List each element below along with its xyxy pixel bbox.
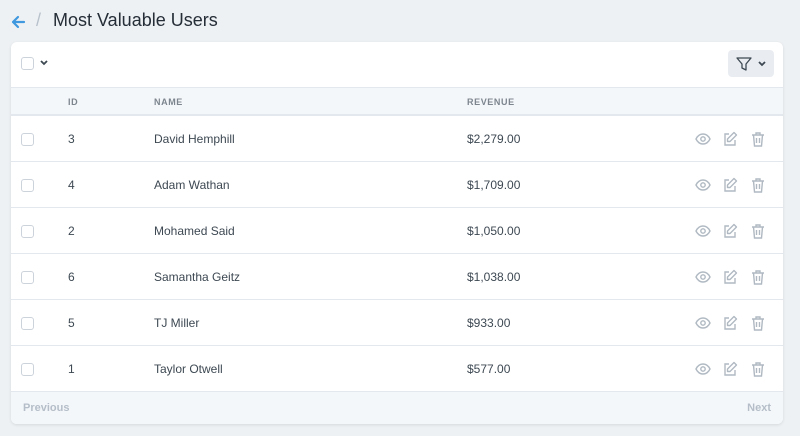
table-cell: 6 (68, 270, 75, 284)
select-all-dropdown[interactable] (39, 59, 49, 67)
table-cell: $1,050.00 (467, 224, 521, 238)
table-cell: 2 (68, 224, 75, 238)
delete-icon[interactable] (750, 361, 766, 377)
row-checkbox[interactable] (21, 271, 34, 284)
row-checkbox[interactable] (21, 363, 34, 376)
breadcrumb-separator: / (36, 10, 42, 30)
edit-icon[interactable] (722, 315, 738, 331)
table-row: 3 David Hemphill $2,279.00 (11, 116, 783, 162)
table-row: 4 Adam Wathan $1,709.00 (11, 162, 783, 208)
delete-icon[interactable] (750, 177, 766, 193)
edit-icon[interactable] (722, 177, 738, 193)
row-checkbox[interactable] (21, 133, 34, 146)
view-icon[interactable] (695, 177, 711, 193)
filter-button[interactable] (728, 50, 774, 77)
table-row: 2 Mohamed Said $1,050.00 (11, 208, 783, 254)
table-cell: Mohamed Said (154, 224, 235, 238)
table-cell: $1,038.00 (467, 270, 521, 284)
table-cell: 4 (68, 178, 75, 192)
column-header[interactable]: REVENUE (467, 97, 515, 107)
table-cell: TJ Miller (154, 316, 200, 330)
delete-icon[interactable] (750, 269, 766, 285)
next-button[interactable]: Next (747, 402, 771, 414)
view-icon[interactable] (695, 315, 711, 331)
page-title: Most Valuable Users (53, 10, 218, 30)
table-cell: Taylor Otwell (154, 362, 223, 376)
table-cell: $1,709.00 (467, 178, 521, 192)
delete-icon[interactable] (750, 131, 766, 147)
back-button[interactable] (10, 12, 28, 32)
edit-icon[interactable] (722, 269, 738, 285)
delete-icon[interactable] (750, 223, 766, 239)
table-row: 5 TJ Miller $933.00 (11, 300, 783, 346)
column-header[interactable]: ID (68, 97, 79, 107)
delete-icon[interactable] (750, 315, 766, 331)
view-icon[interactable] (695, 361, 711, 377)
table-cell: Adam Wathan (154, 178, 230, 192)
row-checkbox[interactable] (21, 317, 34, 330)
table-cell: 3 (68, 132, 75, 146)
edit-icon[interactable] (722, 361, 738, 377)
table-cell: 1 (68, 362, 75, 376)
table-header: ID NAME REVENUE (11, 87, 783, 116)
table-cell: 5 (68, 316, 75, 330)
table-row: 1 Taylor Otwell $577.00 (11, 346, 783, 392)
edit-icon[interactable] (722, 223, 738, 239)
view-icon[interactable] (695, 131, 711, 147)
row-checkbox[interactable] (21, 179, 34, 192)
table-card: ID NAME REVENUE 3 David Hemphill $2,279.00… (11, 42, 783, 424)
view-icon[interactable] (695, 269, 711, 285)
select-all-checkbox[interactable] (21, 57, 34, 70)
table-cell: $933.00 (467, 316, 511, 330)
view-icon[interactable] (695, 223, 711, 239)
column-header[interactable]: NAME (154, 97, 183, 107)
previous-button[interactable]: Previous (23, 402, 70, 414)
row-checkbox[interactable] (21, 225, 34, 238)
table-cell: Samantha Geitz (154, 270, 241, 284)
pagination: Previous Next (11, 392, 783, 424)
table-cell: $2,279.00 (467, 132, 521, 146)
table-row: 6 Samantha Geitz $1,038.00 (11, 254, 783, 300)
edit-icon[interactable] (722, 131, 738, 147)
table-cell: David Hemphill (154, 132, 235, 146)
table-cell: $577.00 (467, 362, 511, 376)
